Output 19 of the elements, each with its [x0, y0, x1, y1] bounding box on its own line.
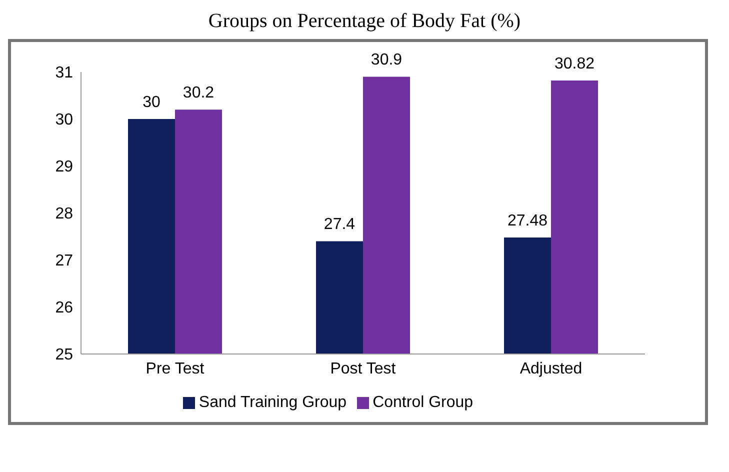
y-tick-label: 30 [55, 112, 74, 129]
y-tick-label: 29 [55, 158, 74, 176]
data-label: 30.2 [182, 84, 214, 102]
legend-label: Control Group [372, 394, 474, 411]
data-label: 27.4 [324, 216, 356, 234]
y-tick-label: 28 [55, 206, 74, 223]
data-label: 30 [142, 94, 160, 111]
y-tick-label: 26 [55, 300, 74, 317]
x-tick-label: Pre Test [146, 360, 205, 378]
data-label: 27.48 [507, 212, 548, 230]
y-tick-label: 31 [55, 64, 74, 82]
y-tick-label: 27 [55, 252, 74, 270]
data-label: 30.9 [370, 52, 402, 69]
legend-label: Sand Training Group [198, 394, 347, 411]
data-label: 30.82 [554, 55, 595, 72]
chart-title: Groups on Percentage of Body Fat (%) [207, 10, 522, 33]
y-tick-label: 25 [55, 346, 74, 364]
x-tick-label: Adjusted [520, 360, 582, 378]
x-tick-label: Post Test [330, 360, 396, 378]
